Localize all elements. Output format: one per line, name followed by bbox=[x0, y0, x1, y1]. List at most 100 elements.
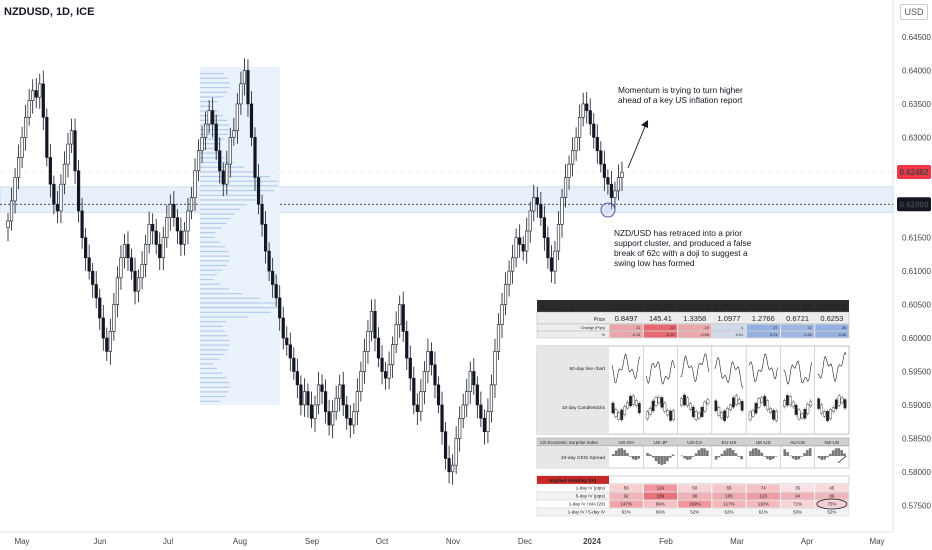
candle-body bbox=[16, 157, 21, 178]
mini-candle-body bbox=[748, 411, 752, 421]
iv-value: 94 bbox=[795, 494, 801, 499]
candle bbox=[436, 376, 441, 414]
candle bbox=[366, 320, 370, 364]
volume-profile-bar bbox=[200, 161, 234, 164]
candle-chart-label: 10-day Candlesticks bbox=[562, 405, 606, 411]
candle-body bbox=[447, 458, 451, 473]
price-value: 1.2766 bbox=[752, 314, 775, 323]
candle bbox=[235, 93, 239, 144]
candle bbox=[482, 409, 486, 445]
candle-body bbox=[461, 404, 465, 419]
mini-candle-body bbox=[694, 411, 698, 420]
iv-cell bbox=[712, 500, 746, 508]
x-tick-label: May bbox=[14, 537, 29, 546]
candle-body bbox=[433, 364, 437, 386]
candle bbox=[122, 234, 127, 269]
surprise-bar bbox=[843, 453, 846, 456]
mini-candle-body bbox=[663, 402, 667, 412]
mini-candle-body bbox=[769, 408, 772, 413]
candle bbox=[84, 228, 88, 271]
candle-body bbox=[172, 203, 176, 218]
iv-value: 96 bbox=[692, 494, 698, 499]
candle-body bbox=[288, 344, 292, 359]
surprise-bar bbox=[808, 448, 812, 456]
mini-candle-body bbox=[803, 409, 807, 419]
candle-body bbox=[285, 337, 289, 346]
iv-value: 66% bbox=[656, 510, 665, 515]
iv-value: 117% bbox=[723, 502, 734, 507]
candle bbox=[161, 226, 165, 271]
mini-candle-body bbox=[831, 407, 835, 412]
surprise-bar bbox=[791, 456, 795, 459]
volume-profile-bar bbox=[200, 236, 215, 239]
mini-candle-body bbox=[791, 401, 795, 408]
surprise-bar bbox=[617, 448, 621, 456]
candle-body bbox=[556, 224, 561, 252]
iv-value: 65 bbox=[726, 486, 732, 491]
volume-profile-bar bbox=[200, 391, 229, 393]
surprise-bar bbox=[657, 456, 661, 464]
candle-body bbox=[119, 257, 123, 279]
candle bbox=[204, 111, 208, 150]
surprise-bar bbox=[751, 448, 755, 456]
iv-cell bbox=[746, 500, 780, 508]
volume-profile-bar bbox=[200, 96, 224, 98]
candle bbox=[345, 396, 349, 430]
mini-candle-body bbox=[754, 403, 758, 414]
candle-body bbox=[458, 418, 462, 439]
iv-title: Implied Volatility (IV) bbox=[550, 478, 597, 484]
surprise-bar bbox=[760, 452, 764, 456]
mini-candle-body bbox=[775, 410, 778, 421]
volume-profile-bar bbox=[200, 367, 217, 370]
candle-body bbox=[443, 431, 448, 459]
candle bbox=[108, 318, 112, 365]
currency-button[interactable]: USD bbox=[900, 4, 928, 20]
volume-profile-bar bbox=[200, 307, 278, 309]
candle bbox=[299, 375, 303, 416]
volume-profile-bar bbox=[200, 185, 278, 187]
volume-profile-bar bbox=[200, 213, 235, 215]
candle-body bbox=[422, 371, 426, 392]
change-value: -11 bbox=[635, 326, 640, 330]
candle-body bbox=[31, 90, 35, 101]
iv-cell bbox=[643, 492, 678, 500]
momentum-annotation: Momentum is trying to turn higher ahead … bbox=[618, 85, 743, 105]
iv-value: 50 bbox=[692, 486, 698, 491]
candle-body bbox=[585, 103, 589, 111]
candle bbox=[468, 361, 472, 404]
candle-body bbox=[91, 270, 95, 285]
surprise-bar bbox=[614, 450, 618, 456]
candle bbox=[539, 192, 543, 226]
candle bbox=[182, 222, 187, 256]
iv-value: 74 bbox=[761, 486, 767, 491]
surprise-bar bbox=[697, 450, 701, 456]
candle-body bbox=[616, 177, 621, 192]
candle-body bbox=[253, 137, 257, 178]
candle bbox=[309, 391, 314, 428]
candle bbox=[80, 198, 84, 249]
candle-body bbox=[592, 123, 596, 138]
volume-profile-bar bbox=[200, 218, 231, 220]
candle-body bbox=[539, 203, 543, 218]
candle-body bbox=[122, 244, 127, 259]
candle bbox=[249, 91, 254, 147]
candle bbox=[154, 218, 158, 255]
change-cell bbox=[712, 331, 746, 338]
y-tick-label: 0.64000 bbox=[902, 66, 931, 75]
volume-profile-bar bbox=[200, 105, 213, 107]
surprise-bar bbox=[649, 454, 652, 456]
candle bbox=[602, 150, 606, 191]
iv-value: 75% bbox=[827, 502, 836, 507]
price-value: 145.41 bbox=[649, 314, 672, 323]
surprise-bar bbox=[689, 456, 692, 460]
candle-body bbox=[521, 244, 525, 252]
x-tick-label: Aug bbox=[233, 537, 247, 546]
surprise-bar bbox=[623, 449, 626, 456]
surprise-bar bbox=[717, 456, 721, 458]
y-tick-label: 0.63000 bbox=[902, 133, 931, 142]
momentum-arrowhead bbox=[641, 120, 648, 128]
candle bbox=[225, 150, 229, 195]
iv-cell bbox=[609, 484, 643, 492]
candle-body bbox=[348, 418, 352, 426]
